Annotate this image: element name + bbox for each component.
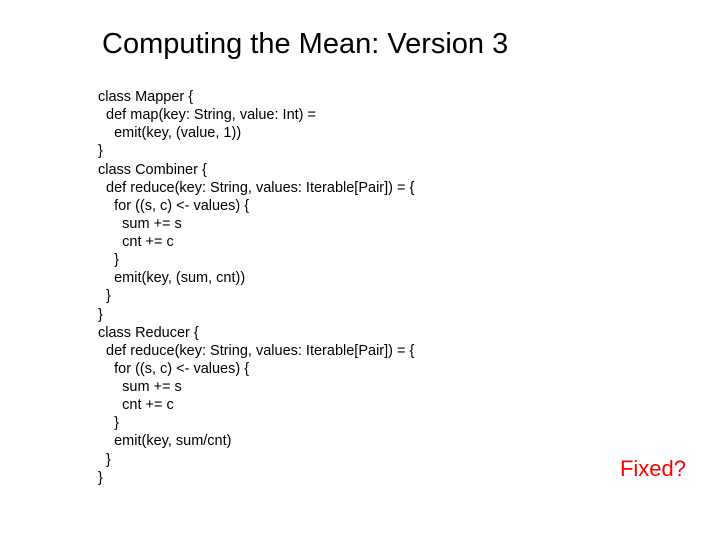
slide-title: Computing the Mean: Version 3 [102,28,508,61]
code-block: class Mapper { def map(key: String, valu… [98,88,414,487]
annotation-label: Fixed? [620,456,686,482]
